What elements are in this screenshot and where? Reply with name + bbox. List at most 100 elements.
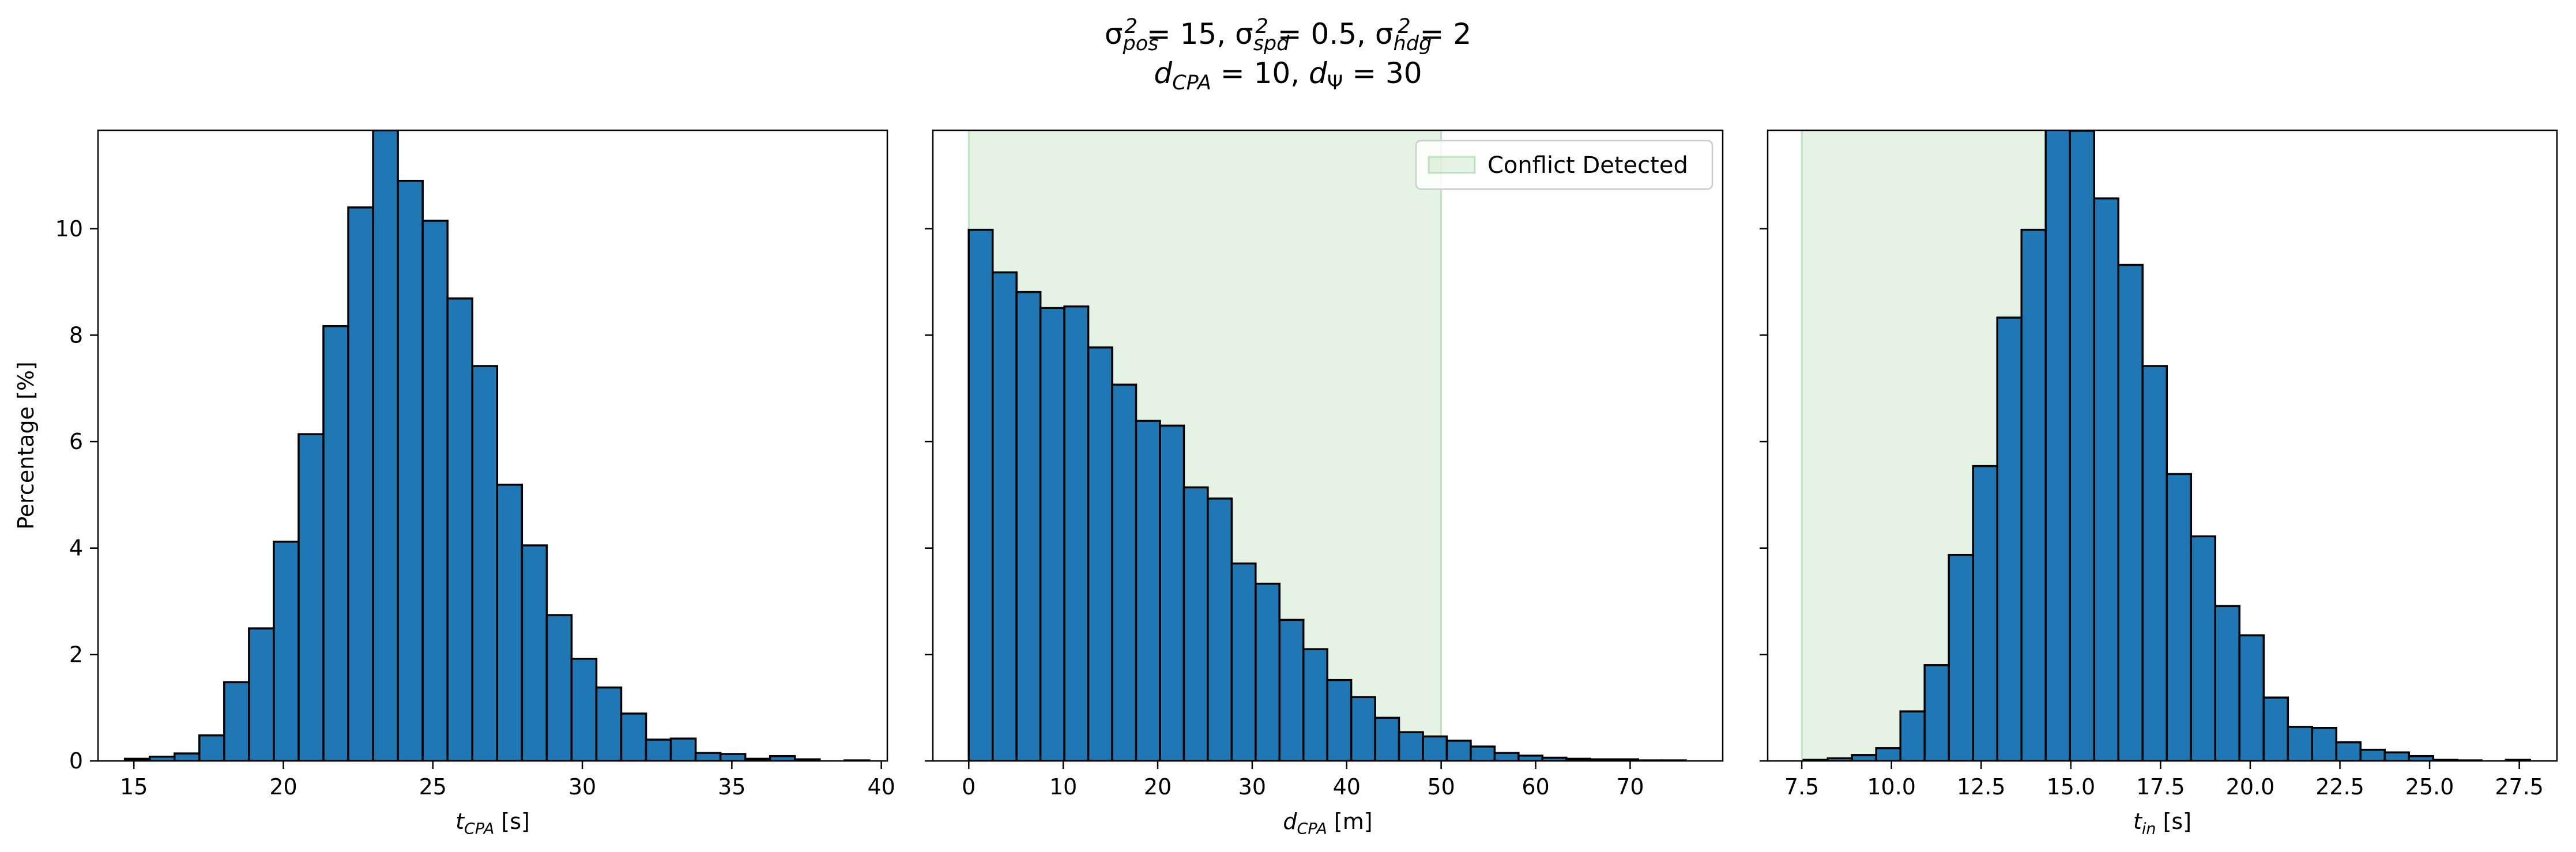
- plot-area: [1801, 130, 2532, 761]
- histogram-bar: [570, 657, 598, 761]
- histogram-bar: [1422, 735, 1448, 761]
- histogram-bar: [1972, 465, 1998, 761]
- histogram-bar: [471, 365, 499, 761]
- x-tick-label: 15: [120, 774, 148, 800]
- x-tick-label: 20.0: [2226, 774, 2275, 800]
- histogram-bar: [1899, 710, 1926, 761]
- histogram-bar: [1398, 731, 1424, 761]
- histogram-bar: [2069, 130, 2096, 761]
- histogram-bar: [1278, 619, 1305, 761]
- x-tick-label: 70: [1616, 774, 1644, 800]
- x-tick-label: 22.5: [2315, 774, 2364, 800]
- histogram-bar: [1948, 553, 1974, 761]
- subplots: 15 20 25 30 35 40 0 2 4 6 8 10 tCPA [s] 0 10 20 30 40 50 60…: [55, 129, 2558, 838]
- histogram-bar: [248, 627, 275, 761]
- x-tick-label: 40: [1333, 774, 1361, 800]
- histogram-bar: [1039, 307, 1065, 761]
- histogram-bar: [347, 206, 374, 761]
- x-tick-label: 30: [1238, 774, 1266, 800]
- histogram-bar: [421, 220, 449, 761]
- x-tick-label: 30: [568, 774, 596, 800]
- histogram-bar: [1851, 754, 1877, 761]
- legend-swatch: [1428, 156, 1476, 174]
- axes-frame: [97, 129, 888, 762]
- legend-box: [1415, 140, 1713, 190]
- histogram-bar: [372, 130, 399, 761]
- histogram-bar: [991, 271, 1018, 761]
- x-tick-label: 10.0: [1867, 774, 1916, 800]
- histogram-bar: [1207, 497, 1233, 761]
- histogram-bar: [1182, 486, 1209, 761]
- histogram-bar: [1996, 316, 2023, 761]
- histogram-bar: [545, 614, 573, 761]
- y-tick-label: 10: [55, 216, 83, 242]
- histogram-bar: [2335, 741, 2362, 761]
- histogram-bar: [669, 737, 697, 761]
- figure-title-line1: σpos2 = 15, σspd2 = 0.5, σhdg2 = 2: [1105, 15, 1471, 55]
- x-tick-label: 35: [718, 774, 745, 800]
- subplot-3: 7.5 10.0 12.5 15.0 17.5 20.0 22.5 25.0 27.5 tin […: [1760, 129, 2558, 838]
- histogram-bar: [1015, 291, 1042, 761]
- x-tick-label: 60: [1522, 774, 1549, 800]
- x-axis-label: dCPA [m]: [1283, 809, 1372, 838]
- histogram-bar: [2214, 605, 2241, 761]
- histogram-bar: [694, 752, 722, 761]
- histogram-bar: [1875, 747, 1901, 761]
- histogram-bar: [397, 179, 424, 761]
- histogram-bar: [1923, 664, 1950, 761]
- histogram-bar: [1255, 582, 1281, 761]
- x-tick-label: 12.5: [1957, 774, 2006, 800]
- x-tick-label: 25.0: [2405, 774, 2454, 800]
- histogram-bar: [1493, 752, 1520, 761]
- histogram-bar: [2044, 130, 2072, 761]
- histogram-bar: [2383, 751, 2411, 761]
- histogram-bar: [719, 753, 747, 761]
- histogram-bar: [223, 681, 250, 761]
- histogram-bar: [2117, 263, 2144, 761]
- x-tick-label: 7.5: [1784, 774, 1819, 800]
- histogram-bar: [2311, 727, 2338, 761]
- histogram-bar: [967, 228, 994, 761]
- histogram-bar: [1374, 717, 1400, 761]
- x-tick-label: 15.0: [2047, 774, 2096, 800]
- x-tick-label: 40: [867, 774, 895, 800]
- histogram-bar: [1063, 305, 1090, 761]
- axes-frame: [1767, 129, 2558, 762]
- histogram-bar: [1326, 678, 1353, 761]
- histogram-bar: [645, 738, 672, 761]
- histogram-bar: [446, 297, 473, 761]
- figure-title-line2: dCPA = 10, dΨ = 30: [1154, 56, 1422, 95]
- y-tick-label: 4: [69, 536, 83, 561]
- histogram-bar: [1350, 696, 1376, 761]
- x-tick-label: 20: [269, 774, 297, 800]
- histogram-bar: [1230, 562, 1257, 761]
- subplot-1: 15 20 25 30 35 40 0 2 4 6 8 10 tCPA [s]: [55, 129, 895, 838]
- histogram-bar: [2093, 197, 2120, 761]
- legend: Conflict Detected: [1415, 140, 1713, 190]
- y-tick-label: 6: [69, 429, 83, 454]
- histogram-bar: [1159, 424, 1185, 761]
- histogram-bar: [1111, 383, 1138, 761]
- x-axis-label: tCPA [s]: [455, 809, 530, 838]
- histogram-bar: [2359, 748, 2386, 761]
- histogram-bar: [496, 484, 524, 761]
- histogram-bar: [2020, 228, 2047, 761]
- histogram-bar: [1517, 755, 1544, 761]
- x-tick-label: 20: [1144, 774, 1172, 800]
- histogram-bar: [297, 433, 325, 761]
- x-tick-label: 0: [962, 774, 976, 800]
- axes-frame: [932, 129, 1724, 762]
- y-tick-label: 0: [69, 748, 83, 774]
- histogram-bar: [1445, 740, 1472, 761]
- histogram-bar: [1302, 648, 1328, 761]
- y-tick-label: 8: [69, 322, 83, 348]
- histogram-bar: [198, 734, 225, 761]
- histogram-bar: [174, 752, 201, 761]
- x-tick-label: 27.5: [2495, 774, 2544, 800]
- y-axis-label: Percentage [%]: [13, 361, 39, 530]
- histogram-bar: [2238, 634, 2265, 761]
- x-tick-label: 10: [1049, 774, 1077, 800]
- histogram-bar: [2141, 365, 2168, 761]
- histogram-bar: [2166, 473, 2193, 761]
